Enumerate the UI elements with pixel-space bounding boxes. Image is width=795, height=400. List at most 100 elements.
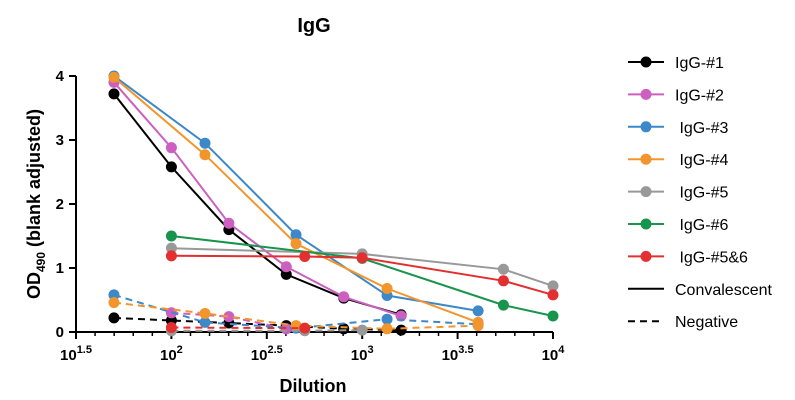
legend-label: Convalescent — [675, 282, 773, 299]
x-tick-label: 104 — [542, 344, 566, 364]
x-tick-label: 102.5 — [251, 344, 283, 364]
legend-item: IgG-#1 — [628, 55, 724, 72]
data-point — [472, 305, 484, 317]
series-line — [171, 311, 287, 330]
x-tick-base: 10 — [251, 347, 268, 364]
data-point — [356, 324, 368, 336]
x-tick-label: 103.5 — [442, 344, 474, 364]
y-tick-label: 3 — [56, 132, 64, 149]
series-solid — [108, 71, 484, 328]
legend-item: Negative — [628, 314, 738, 331]
series-solid — [108, 88, 407, 321]
legend-item: Convalescent — [628, 282, 773, 299]
legend-item: IgG-#3 — [628, 120, 728, 137]
legend-label: IgG-#4 — [675, 152, 728, 169]
legend-marker — [640, 153, 652, 165]
x-tick-exponent: 3 — [367, 344, 373, 356]
legend-label: IgG-#1 — [675, 55, 724, 72]
y-tick-label: 1 — [56, 260, 64, 277]
x-axis-label: Dilution — [280, 376, 347, 396]
series-line — [171, 326, 305, 330]
series-layer — [108, 70, 559, 337]
legend-marker — [640, 88, 652, 100]
data-point — [165, 322, 177, 334]
data-point — [497, 263, 509, 275]
data-point — [395, 324, 407, 336]
svg-text:OD490 (blank adjusted): OD490 (blank adjusted) — [24, 109, 48, 299]
legend-label: Negative — [675, 314, 738, 331]
x-tick-exponent: 1.5 — [77, 344, 92, 356]
legend: IgG-#1 IgG-#2 IgG-#3 IgG-#4 IgG-#5 IgG-#6… — [628, 55, 773, 331]
data-point — [199, 307, 211, 319]
series-dashed — [108, 297, 484, 335]
x-tick-label: 103 — [351, 344, 374, 364]
data-point — [108, 297, 120, 309]
legend-label: IgG-#2 — [675, 87, 724, 104]
x-tick-exponent: 3.5 — [458, 344, 473, 356]
series-solid — [108, 76, 407, 322]
data-point — [290, 238, 302, 250]
data-point — [165, 230, 177, 242]
series-line — [113, 75, 479, 312]
data-point — [356, 252, 368, 264]
legend-marker — [640, 186, 652, 198]
data-point — [165, 142, 177, 154]
data-point — [280, 261, 292, 273]
x-tick-base: 10 — [442, 347, 459, 364]
data-point — [395, 310, 407, 322]
data-point — [223, 217, 235, 229]
series-solid — [165, 250, 559, 301]
x-tick-base: 10 — [351, 347, 368, 364]
legend-label: IgG-#3 — [675, 120, 728, 137]
data-point — [299, 250, 311, 262]
legend-item: IgG-#5&6 — [628, 249, 748, 266]
data-point — [381, 313, 393, 325]
series-dashed — [165, 322, 311, 334]
data-point — [547, 280, 559, 292]
x-tick-base: 10 — [60, 347, 77, 364]
series-line — [171, 235, 554, 317]
legend-marker — [640, 218, 652, 230]
series-line — [113, 76, 479, 324]
data-point — [497, 299, 509, 311]
y-tick-label: 2 — [56, 196, 64, 213]
data-point — [497, 275, 509, 287]
x-tick-base: 10 — [160, 347, 177, 364]
legend-label: IgG-#5&6 — [675, 249, 748, 266]
data-point — [108, 289, 120, 301]
y-tick-label: 0 — [56, 324, 64, 341]
data-point — [108, 88, 120, 100]
y-tick-label: 4 — [56, 68, 65, 85]
x-tick-label: 102 — [160, 344, 183, 364]
series-line — [171, 247, 554, 287]
x-tick-exponent: 4 — [558, 344, 565, 356]
data-point — [108, 71, 120, 83]
x-tick-exponent: 2 — [177, 344, 183, 356]
data-point — [290, 229, 302, 241]
x-tick-exponent: 2.5 — [267, 344, 282, 356]
legend-marker — [640, 121, 652, 133]
data-point — [381, 282, 393, 294]
data-point — [199, 149, 211, 161]
data-point — [165, 242, 177, 254]
series-line — [113, 93, 402, 316]
data-point — [223, 311, 235, 323]
series-line — [171, 329, 363, 332]
data-point — [280, 268, 292, 280]
data-point — [547, 310, 559, 322]
legend-item: IgG-#6 — [628, 217, 728, 234]
data-point — [472, 320, 484, 332]
data-point — [381, 323, 393, 335]
data-point — [299, 322, 311, 334]
data-point — [338, 291, 350, 303]
data-point — [199, 137, 211, 149]
x-tick-base: 10 — [542, 347, 559, 364]
legend-marker — [640, 250, 652, 262]
data-point — [338, 323, 350, 335]
legend-item: IgG-#2 — [628, 87, 724, 104]
data-point — [108, 312, 120, 324]
y-axis-label: OD490 (blank adjusted) — [24, 109, 48, 299]
series-line — [113, 81, 402, 317]
x-tick-label: 101.5 — [60, 344, 92, 364]
